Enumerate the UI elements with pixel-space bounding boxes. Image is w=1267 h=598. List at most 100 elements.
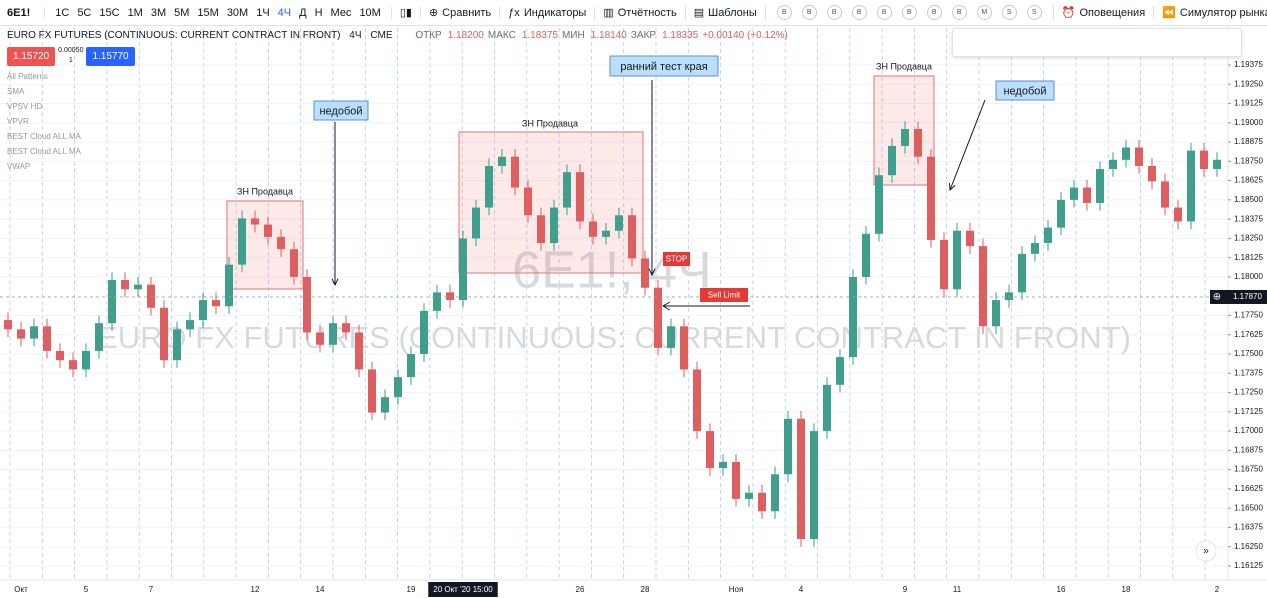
callout-box [995,80,1055,101]
candle-body [56,350,64,361]
y-tick-label: 1.18625 [1234,176,1263,185]
interval-button[interactable]: 5С [77,6,92,19]
callout-box [313,100,369,121]
candle-body [823,384,831,432]
badge[interactable]: B [901,5,917,20]
indicator-name[interactable]: VWAP [7,162,31,171]
compare-button[interactable]: ⊕ Сравнить [421,6,501,19]
indicator-name[interactable]: VPSV HD [7,102,43,111]
candle-body [719,461,727,469]
candle-body [1122,147,1130,160]
candle-body [745,492,753,499]
interval-button[interactable]: 1С [55,6,70,19]
badge[interactable]: B [876,5,892,20]
y-tick-label: 1.16125 [1234,561,1263,570]
candle-body [979,246,987,327]
candle-body [82,350,90,370]
drawing-toolbar[interactable] [952,28,1242,57]
candle-body [95,323,103,351]
watermark-description: EURO FX FUTURES (CONTINUOUS: CURRENT CON… [97,320,1131,355]
y-tick-label: 1.17250 [1234,388,1263,397]
interval-button[interactable]: 5М [174,6,190,19]
interval-button[interactable]: 10М [359,6,381,19]
indicator-name[interactable]: All Patterns [7,72,48,81]
interval-button[interactable]: Д [299,6,307,19]
badge[interactable]: B [801,5,817,20]
x-tick-label: 20 Окт '20 15:00 [433,585,493,594]
interval-button[interactable]: 1М [127,6,143,19]
x-tick-label: 28 [641,585,650,594]
scroll-button[interactable] [1195,540,1217,562]
callout-box [609,55,719,77]
indicator-name[interactable]: SMA [7,87,25,96]
candle-body [1057,199,1065,228]
badge[interactable]: S [1026,5,1042,20]
y-tick-label: 1.17625 [1234,330,1263,339]
chart-style-button[interactable]: ▯▮ [392,6,421,19]
sell-limit-label: Sell Limit [708,291,741,300]
candle-body [1200,150,1208,170]
current-price-icon: ⊕ [1213,292,1221,303]
ohlc-value: 1.18140 [590,30,627,41]
spread: 0.00050 1 [58,46,83,66]
indicators-button[interactable]: ƒx Индикаторы [500,6,596,19]
candle-body [121,280,129,290]
badge[interactable]: B [926,5,942,20]
y-tick-label: 1.16625 [1234,484,1263,493]
spread-value: 0.00050 [58,47,84,54]
candle-body [563,172,571,208]
indicator-name[interactable]: BEST Cloud ALL MA [7,132,81,141]
x-tick-label: 19 [407,585,416,594]
interval-button[interactable]: 4Ч [277,6,292,19]
interval-button[interactable]: 15М [197,6,219,19]
badge[interactable]: B [951,5,967,20]
templates-button[interactable]: ▤ Шаблоны [686,6,766,19]
x-tick-label: 5 [84,585,89,594]
buy-button[interactable]: 1.15770 [86,46,135,66]
badge[interactable]: S [1001,5,1017,20]
arrow-head [661,301,671,311]
indicator-name[interactable]: VPVR [7,117,29,126]
interval-button[interactable]: Н [314,6,323,19]
badge[interactable]: B [851,5,867,20]
interval-button[interactable]: 1Ч [256,6,270,19]
candle-body [17,329,25,339]
candle-body [186,320,194,330]
candle-body [238,218,246,265]
interval-button[interactable]: 3М [150,6,167,19]
interval-button[interactable]: 15С [99,6,120,19]
y-tick-label: 1.16375 [1234,523,1263,532]
badge[interactable]: B [826,5,842,20]
callout-text: ранний тест края [620,61,707,73]
candle-body [836,357,844,385]
candle-body [368,369,376,413]
ohlc-label: МАКС [487,30,516,41]
y-tick-label: 1.19375 [1234,60,1263,69]
alerts-button[interactable]: ⏰ Оповещения [1054,6,1155,19]
candle-body [550,207,558,244]
indicator-name[interactable]: BEST Cloud ALL MA [7,147,81,156]
ohlc-label: ЗАКР [630,30,657,41]
reports-button[interactable]: ▥ Отчётность [595,6,686,19]
legend-interval: 4Ч [349,30,362,41]
candle-body [784,418,792,475]
replay-label: Симулятор рынка [1179,6,1267,19]
interval-button[interactable]: 30М [226,6,249,19]
candle-body [654,287,662,348]
symbol[interactable]: 6E1! [0,6,46,19]
badge[interactable]: M [976,5,992,20]
y-tick-label: 1.18250 [1234,234,1263,243]
callout-text: недобой [319,105,362,117]
quantity: 1 [68,57,73,64]
arrow-head [331,278,339,287]
interval-button[interactable]: Мес [330,6,352,19]
sell-button[interactable]: 1.15720 [7,46,56,66]
candle-body [914,128,922,157]
candle-body [4,320,12,330]
legend-ohlc: ОТКР 1.18200 МАКС 1.18375 МИН 1.18140 ЗАКР 1.18… [415,30,792,41]
y-tick-label: 1.19125 [1234,99,1263,108]
y-tick-label: 1.18000 [1234,272,1263,281]
scroll-icon: » [1203,546,1209,557]
badge[interactable]: B [776,5,792,20]
replay-button[interactable]: ⏪ Симулятор рынка [1154,6,1267,20]
